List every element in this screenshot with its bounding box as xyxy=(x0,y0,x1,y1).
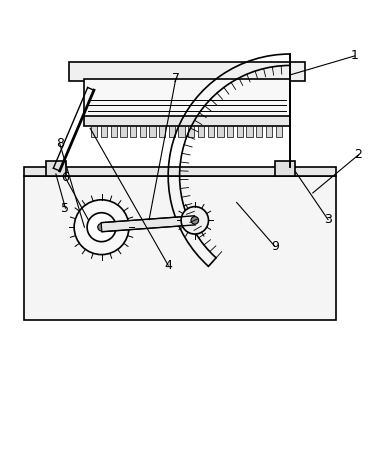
Bar xyxy=(46,161,66,176)
Bar xyxy=(140,126,146,137)
Circle shape xyxy=(87,213,116,242)
Bar xyxy=(120,126,126,137)
Polygon shape xyxy=(101,216,195,232)
Bar xyxy=(217,126,223,137)
Bar xyxy=(130,126,136,137)
Bar xyxy=(227,126,233,137)
Bar xyxy=(149,126,155,137)
Bar xyxy=(24,176,336,321)
Bar xyxy=(188,126,194,137)
Bar xyxy=(91,126,97,137)
Circle shape xyxy=(191,217,199,224)
Circle shape xyxy=(74,200,129,255)
Bar xyxy=(101,126,107,137)
Bar xyxy=(275,161,295,176)
Text: 1: 1 xyxy=(351,49,359,62)
Bar xyxy=(207,126,214,137)
Bar xyxy=(178,126,185,137)
Text: 9: 9 xyxy=(271,240,279,253)
Bar xyxy=(169,126,175,137)
Bar xyxy=(84,116,290,126)
Bar xyxy=(24,167,336,176)
Text: 3: 3 xyxy=(324,213,332,226)
Text: 2: 2 xyxy=(354,148,363,161)
Bar xyxy=(256,126,262,137)
Text: 6: 6 xyxy=(62,171,70,184)
Bar xyxy=(159,126,165,137)
Text: 7: 7 xyxy=(172,72,180,85)
Bar xyxy=(266,126,272,137)
Bar xyxy=(84,79,290,117)
Bar xyxy=(237,126,243,137)
Bar xyxy=(275,126,282,137)
Bar xyxy=(69,62,305,81)
Text: 5: 5 xyxy=(62,202,70,215)
Text: 4: 4 xyxy=(164,259,172,272)
Circle shape xyxy=(98,224,105,231)
Bar xyxy=(110,126,117,137)
Circle shape xyxy=(181,207,209,234)
Bar xyxy=(246,126,253,137)
Bar xyxy=(198,126,204,137)
Text: 8: 8 xyxy=(56,137,64,150)
